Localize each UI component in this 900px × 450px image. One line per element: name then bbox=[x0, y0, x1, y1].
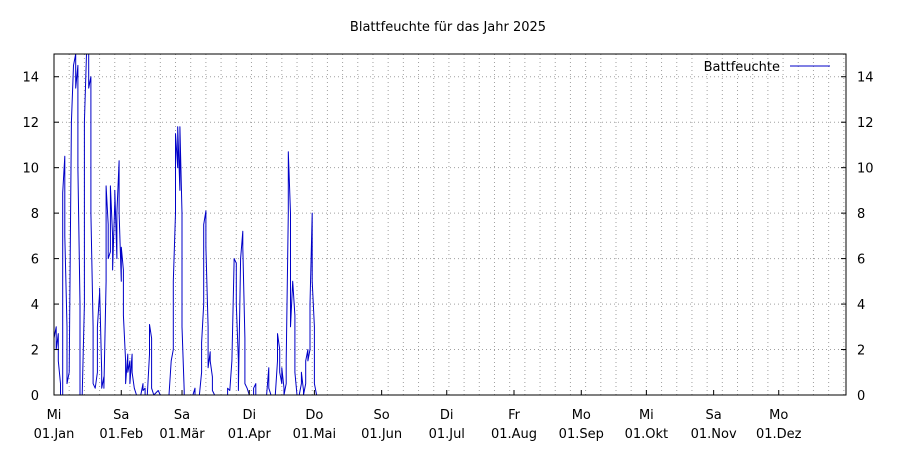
y-tick-label-right: 10 bbox=[857, 162, 874, 177]
grid bbox=[54, 54, 846, 395]
y-tick-label-right: 8 bbox=[857, 207, 865, 222]
chart-title: Blattfeuchte für das Jahr 2025 bbox=[350, 20, 546, 35]
x-tick-label: 01.Jan bbox=[34, 427, 75, 442]
y-tick-label-right: 6 bbox=[857, 253, 865, 268]
x-tick-weekday: Di bbox=[242, 408, 256, 423]
x-axis: Mi 01.Jan Sa 01.Feb Sa 01.Mär Di 01.Apr Do 01.Mai… bbox=[34, 390, 802, 442]
y-tick-label: 4 bbox=[31, 298, 39, 313]
y-tick-label: 12 bbox=[22, 116, 39, 131]
x-tick-weekday: Fr bbox=[508, 408, 521, 423]
x-tick-weekday: Sa bbox=[113, 408, 129, 423]
series-line-0 bbox=[53, 53, 318, 396]
x-tick-label: 01.Sep bbox=[559, 427, 604, 442]
y-tick-label-right: 0 bbox=[857, 389, 865, 404]
y-tick-label-right: 12 bbox=[857, 116, 874, 131]
plot-frame bbox=[53, 53, 847, 396]
x-tick-label: 01.Mär bbox=[159, 427, 205, 442]
x-tick-weekday: Mi bbox=[47, 408, 62, 423]
y-tick-label: 14 bbox=[22, 71, 39, 86]
y-tick-label: 2 bbox=[31, 344, 39, 359]
x-tick-weekday: So bbox=[374, 408, 390, 423]
y-tick-label: 8 bbox=[31, 207, 39, 222]
series-layer bbox=[53, 53, 318, 396]
y-axis: 0 0 2 2 4 4 6 6 8 8 10 10 12 12 14 14 bbox=[22, 71, 873, 404]
x-tick-weekday: Di bbox=[440, 408, 454, 423]
y-tick-label: 10 bbox=[22, 162, 39, 177]
y-tick-label-right: 2 bbox=[857, 344, 865, 359]
x-tick-label: 01.Apr bbox=[228, 427, 272, 442]
x-tick-label: 01.Okt bbox=[625, 427, 669, 442]
x-tick-weekday: Do bbox=[305, 408, 323, 423]
x-tick-weekday: Mo bbox=[769, 408, 788, 423]
x-tick-label: 01.Feb bbox=[99, 427, 143, 442]
y-tick-label-right: 14 bbox=[857, 71, 874, 86]
y-tick-label: 0 bbox=[31, 389, 39, 404]
x-tick-label: 01.Jun bbox=[361, 427, 402, 442]
legend-label: Battfeuchte bbox=[704, 60, 780, 75]
x-tick-label: 01.Nov bbox=[691, 427, 737, 442]
x-tick-label: 01.Mai bbox=[293, 427, 336, 442]
x-tick-weekday: Sa bbox=[174, 408, 190, 423]
x-tick-label: 01.Aug bbox=[491, 427, 537, 442]
x-tick-label: 01.Dez bbox=[756, 427, 802, 442]
x-tick-weekday: Mi bbox=[639, 408, 654, 423]
legend: Battfeuchte bbox=[704, 60, 830, 75]
x-tick-weekday: Mo bbox=[572, 408, 591, 423]
y-tick-label-right: 4 bbox=[857, 298, 865, 313]
y-tick-label: 6 bbox=[31, 253, 39, 268]
x-tick-weekday: Sa bbox=[706, 408, 722, 423]
x-tick-label: 01.Jul bbox=[429, 427, 465, 442]
